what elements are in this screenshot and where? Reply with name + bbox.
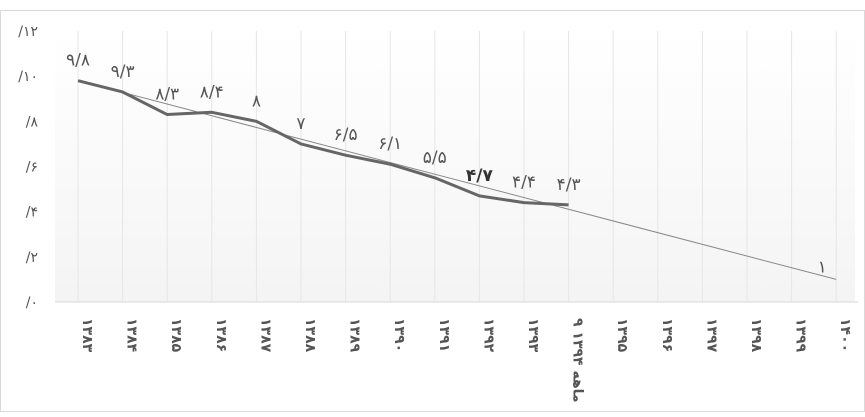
data-label: ۵/۵ bbox=[423, 148, 447, 168]
x-tick-label: ۱۳۸۹ bbox=[347, 318, 363, 353]
data-label: ۸/۴ bbox=[200, 82, 224, 102]
x-tick-label: ۱۳۹۳ bbox=[525, 318, 541, 353]
x-tick-label: ۱۴۰۰ bbox=[837, 318, 853, 352]
series-line bbox=[77, 79, 569, 207]
x-tick-label: ۱۳۹۸ bbox=[748, 318, 764, 353]
data-label: ۶/۵ bbox=[334, 125, 358, 145]
x-tick-label: ۱۳۸۸ bbox=[302, 318, 318, 353]
y-tick-label: /۱۰ bbox=[18, 69, 38, 85]
plot-background bbox=[55, 31, 855, 302]
x-tick-label: ۱۳۸۴ bbox=[124, 318, 140, 353]
y-tick-label: /۱۲ bbox=[18, 24, 38, 40]
y-tick-label: /۲ bbox=[26, 250, 38, 266]
x-tick-label: ۱۳۹۰ bbox=[391, 318, 407, 352]
y-tick-label: /۰ bbox=[26, 295, 38, 311]
y-tick-label: /۴ bbox=[26, 205, 38, 221]
x-tick-label: ۱۳۹۷ bbox=[703, 318, 719, 353]
x-tick-label: ۱۳۹۲ bbox=[480, 318, 496, 353]
plot-area: /۰/۲/۴/۶/۸/۱۰/۱۲ ۱۳۸۳ ۱۳۸۴ ۱۳۸۵ ۱۳۸۶ ۱۳۸۷ ۱۳۸۸… bbox=[18, 24, 858, 403]
data-label: ۶/۱ bbox=[378, 134, 402, 154]
data-label: ۸ bbox=[252, 91, 261, 111]
data-label: ۹/۸ bbox=[66, 51, 90, 71]
y-tick-label: /۸ bbox=[26, 114, 39, 130]
x-tick-label: ۱۳۸۷ bbox=[257, 318, 273, 353]
x-tick-label: ۱۳۸۵ bbox=[168, 318, 184, 353]
x-tick-label: ۱۳۹۶ bbox=[659, 318, 675, 352]
data-label: ۷ bbox=[296, 114, 305, 134]
data-label: ۴/۴ bbox=[512, 173, 536, 193]
x-tick-label: ۱۳۸۶ bbox=[213, 318, 229, 352]
x-tick-label: ۱۳۸۳ bbox=[79, 318, 95, 353]
x-tick-label: ۱۳۹۱ bbox=[436, 318, 452, 352]
trend-end-label: ۱ bbox=[818, 257, 827, 277]
data-label: ۸/۳ bbox=[155, 85, 179, 105]
y-tick-label: /۶ bbox=[26, 160, 38, 176]
data-label: ۹/۳ bbox=[111, 62, 135, 82]
x-tick-label: ۹ ماهه ۱۳۹۴ bbox=[570, 318, 586, 403]
data-label: ۴/۷ bbox=[466, 166, 494, 186]
data-label: ۴/۳ bbox=[557, 175, 581, 195]
x-tick-label: ۱۳۹۹ bbox=[793, 318, 809, 353]
x-tick-label: ۱۳۹۵ bbox=[614, 318, 630, 353]
